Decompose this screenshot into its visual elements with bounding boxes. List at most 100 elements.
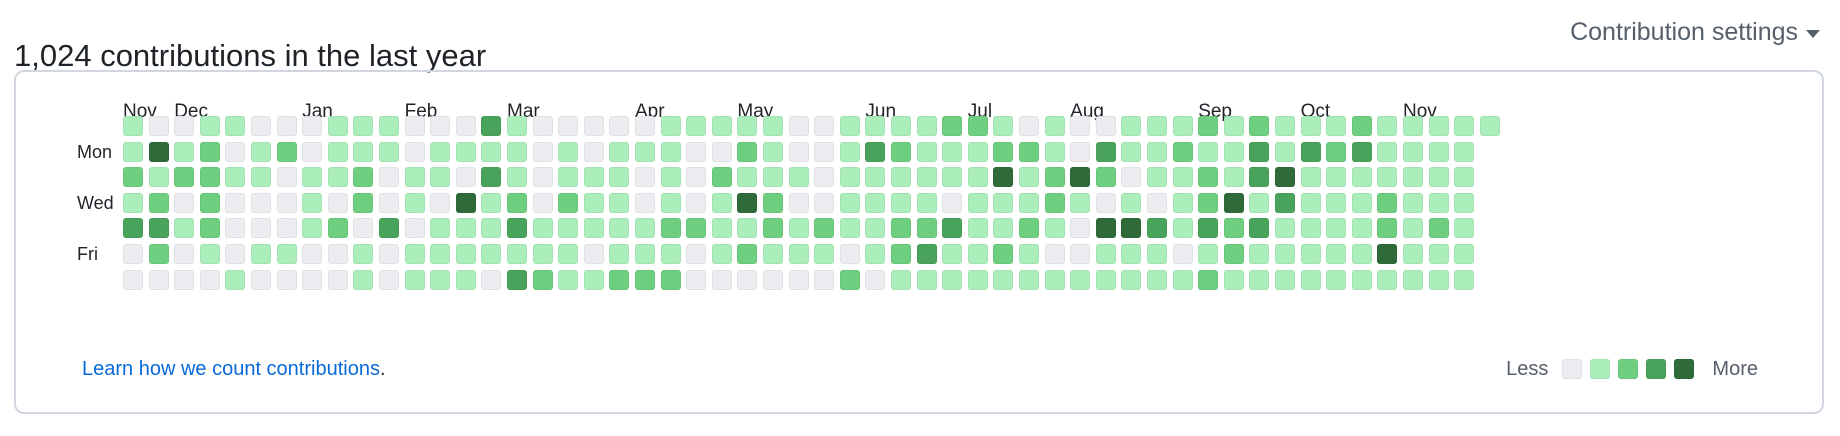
contribution-day-cell[interactable]: [353, 218, 374, 239]
contribution-day-cell[interactable]: [1147, 141, 1167, 162]
contribution-day-cell[interactable]: [839, 141, 860, 162]
contribution-day-cell[interactable]: [225, 167, 246, 188]
contribution-day-cell[interactable]: [865, 269, 886, 290]
contribution-day-cell[interactable]: [1428, 218, 1449, 239]
contribution-day-cell[interactable]: [302, 167, 323, 188]
contribution-day-cell[interactable]: [558, 218, 579, 239]
contribution-day-cell[interactable]: [327, 167, 348, 188]
contribution-day-cell[interactable]: [353, 167, 374, 188]
learn-how-we-count-link[interactable]: Learn how we count contributions: [82, 358, 380, 380]
contribution-day-cell[interactable]: [507, 141, 527, 162]
contribution-day-cell[interactable]: [583, 141, 604, 162]
contribution-day-cell[interactable]: [711, 167, 732, 188]
contribution-day-cell[interactable]: [891, 167, 911, 188]
contribution-day-cell[interactable]: [481, 269, 502, 290]
contribution-day-cell[interactable]: [737, 167, 758, 188]
contribution-day-cell[interactable]: [148, 269, 169, 290]
contribution-day-cell[interactable]: [430, 269, 451, 290]
contribution-day-cell[interactable]: [379, 244, 399, 264]
contribution-day-cell[interactable]: [302, 269, 323, 290]
contribution-day-cell[interactable]: [1249, 116, 1270, 136]
contribution-day-cell[interactable]: [1147, 218, 1167, 239]
contribution-day-cell[interactable]: [455, 244, 476, 264]
contribution-day-cell[interactable]: [1121, 141, 1142, 162]
contribution-day-cell[interactable]: [1095, 141, 1116, 162]
contribution-day-cell[interactable]: [404, 218, 425, 239]
contribution-day-cell[interactable]: [865, 141, 886, 162]
contribution-day-cell[interactable]: [711, 269, 732, 290]
contribution-day-cell[interactable]: [891, 218, 911, 239]
contribution-day-cell[interactable]: [737, 218, 758, 239]
contribution-day-cell[interactable]: [1454, 244, 1475, 264]
contribution-day-cell[interactable]: [763, 218, 783, 239]
contribution-day-cell[interactable]: [1172, 269, 1193, 290]
contribution-day-cell[interactable]: [609, 269, 630, 290]
contribution-day-cell[interactable]: [1172, 116, 1193, 136]
contribution-day-cell[interactable]: [1300, 167, 1321, 188]
contribution-day-cell[interactable]: [686, 192, 707, 213]
contribution-day-cell[interactable]: [1479, 116, 1500, 136]
contribution-day-cell[interactable]: [711, 141, 732, 162]
contribution-day-cell[interactable]: [993, 269, 1014, 290]
contribution-day-cell[interactable]: [967, 167, 988, 188]
contribution-day-cell[interactable]: [1198, 167, 1219, 188]
contribution-day-cell[interactable]: [251, 141, 271, 162]
contribution-day-cell[interactable]: [1300, 141, 1321, 162]
contribution-day-cell[interactable]: [1198, 141, 1219, 162]
contribution-day-cell[interactable]: [199, 192, 220, 213]
contribution-day-cell[interactable]: [404, 116, 425, 136]
contribution-day-cell[interactable]: [711, 218, 732, 239]
contribution-day-cell[interactable]: [225, 269, 246, 290]
contribution-day-cell[interactable]: [1377, 269, 1398, 290]
contribution-day-cell[interactable]: [711, 116, 732, 136]
contribution-day-cell[interactable]: [1223, 269, 1244, 290]
contribution-day-cell[interactable]: [763, 167, 783, 188]
contribution-day-cell[interactable]: [942, 167, 963, 188]
contribution-day-cell[interactable]: [967, 141, 988, 162]
contribution-day-cell[interactable]: [1121, 116, 1142, 136]
contribution-day-cell[interactable]: [1326, 141, 1347, 162]
contribution-day-cell[interactable]: [1249, 218, 1270, 239]
contribution-day-cell[interactable]: [1095, 116, 1116, 136]
contribution-day-cell[interactable]: [379, 116, 399, 136]
contribution-day-cell[interactable]: [865, 218, 886, 239]
contribution-day-cell[interactable]: [353, 244, 374, 264]
contribution-day-cell[interactable]: [251, 218, 271, 239]
contribution-day-cell[interactable]: [916, 269, 937, 290]
contribution-day-cell[interactable]: [251, 192, 271, 213]
contribution-day-cell[interactable]: [916, 116, 937, 136]
contribution-day-cell[interactable]: [967, 116, 988, 136]
contribution-day-cell[interactable]: [327, 192, 348, 213]
contribution-day-cell[interactable]: [967, 218, 988, 239]
contribution-day-cell[interactable]: [327, 116, 348, 136]
contribution-day-cell[interactable]: [1249, 244, 1270, 264]
contribution-day-cell[interactable]: [916, 192, 937, 213]
contribution-day-cell[interactable]: [1351, 192, 1372, 213]
contribution-day-cell[interactable]: [302, 192, 323, 213]
contribution-day-cell[interactable]: [174, 269, 195, 290]
contribution-day-cell[interactable]: [276, 192, 297, 213]
contribution-day-cell[interactable]: [609, 141, 630, 162]
contribution-day-cell[interactable]: [1070, 167, 1091, 188]
contribution-day-cell[interactable]: [481, 244, 502, 264]
contribution-day-cell[interactable]: [1121, 167, 1142, 188]
contribution-day-cell[interactable]: [276, 141, 297, 162]
contribution-day-cell[interactable]: [942, 141, 963, 162]
contribution-day-cell[interactable]: [1326, 218, 1347, 239]
contribution-day-cell[interactable]: [430, 218, 451, 239]
contribution-day-cell[interactable]: [251, 244, 271, 264]
contribution-day-cell[interactable]: [379, 141, 399, 162]
contribution-day-cell[interactable]: [1121, 192, 1142, 213]
contribution-day-cell[interactable]: [763, 269, 783, 290]
contribution-day-cell[interactable]: [737, 192, 758, 213]
contribution-day-cell[interactable]: [148, 141, 169, 162]
contribution-day-cell[interactable]: [148, 192, 169, 213]
contribution-day-cell[interactable]: [174, 218, 195, 239]
contribution-day-cell[interactable]: [1147, 192, 1167, 213]
contribution-day-cell[interactable]: [251, 116, 271, 136]
contribution-day-cell[interactable]: [1275, 116, 1295, 136]
contribution-day-cell[interactable]: [1198, 192, 1219, 213]
contribution-day-cell[interactable]: [199, 116, 220, 136]
contribution-day-cell[interactable]: [507, 116, 527, 136]
contribution-day-cell[interactable]: [532, 192, 553, 213]
